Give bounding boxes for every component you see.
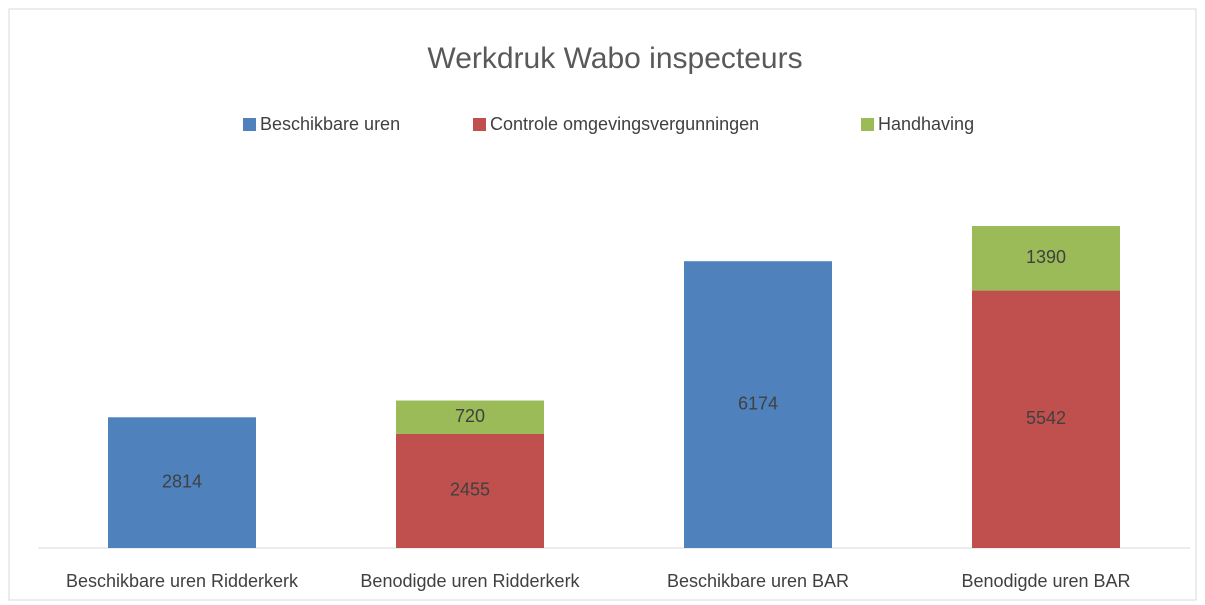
data-label: 6174 [738, 393, 778, 413]
data-label: 720 [455, 406, 485, 426]
legend-label: Handhaving [878, 114, 974, 134]
bar-segment [684, 261, 832, 548]
bar-segment [972, 226, 1120, 291]
chart-title: Werkdruk Wabo inspecteurs [427, 42, 802, 75]
x-tick-label: Beschikbare uren BAR [667, 571, 849, 591]
data-label: 5542 [1026, 408, 1066, 428]
bar-segment [396, 433, 544, 548]
legend-swatch [243, 118, 256, 131]
x-tick-label: Beschikbare uren Ridderkerk [66, 571, 299, 591]
x-tick-label: Benodigde uren BAR [961, 571, 1130, 591]
legend-label: Controle omgevingsvergunningen [490, 114, 759, 134]
legend-label: Beschikbare uren [260, 114, 400, 134]
legend-swatch [473, 118, 486, 131]
x-tick-label: Benodigde uren Ridderkerk [360, 571, 580, 591]
data-label: 1390 [1026, 247, 1066, 267]
data-label: 2455 [450, 480, 490, 500]
data-label: 2814 [162, 471, 202, 491]
bar-segment [972, 290, 1120, 548]
bar-segment [108, 417, 256, 548]
legend-swatch [861, 118, 874, 131]
bar-segment [396, 400, 544, 434]
